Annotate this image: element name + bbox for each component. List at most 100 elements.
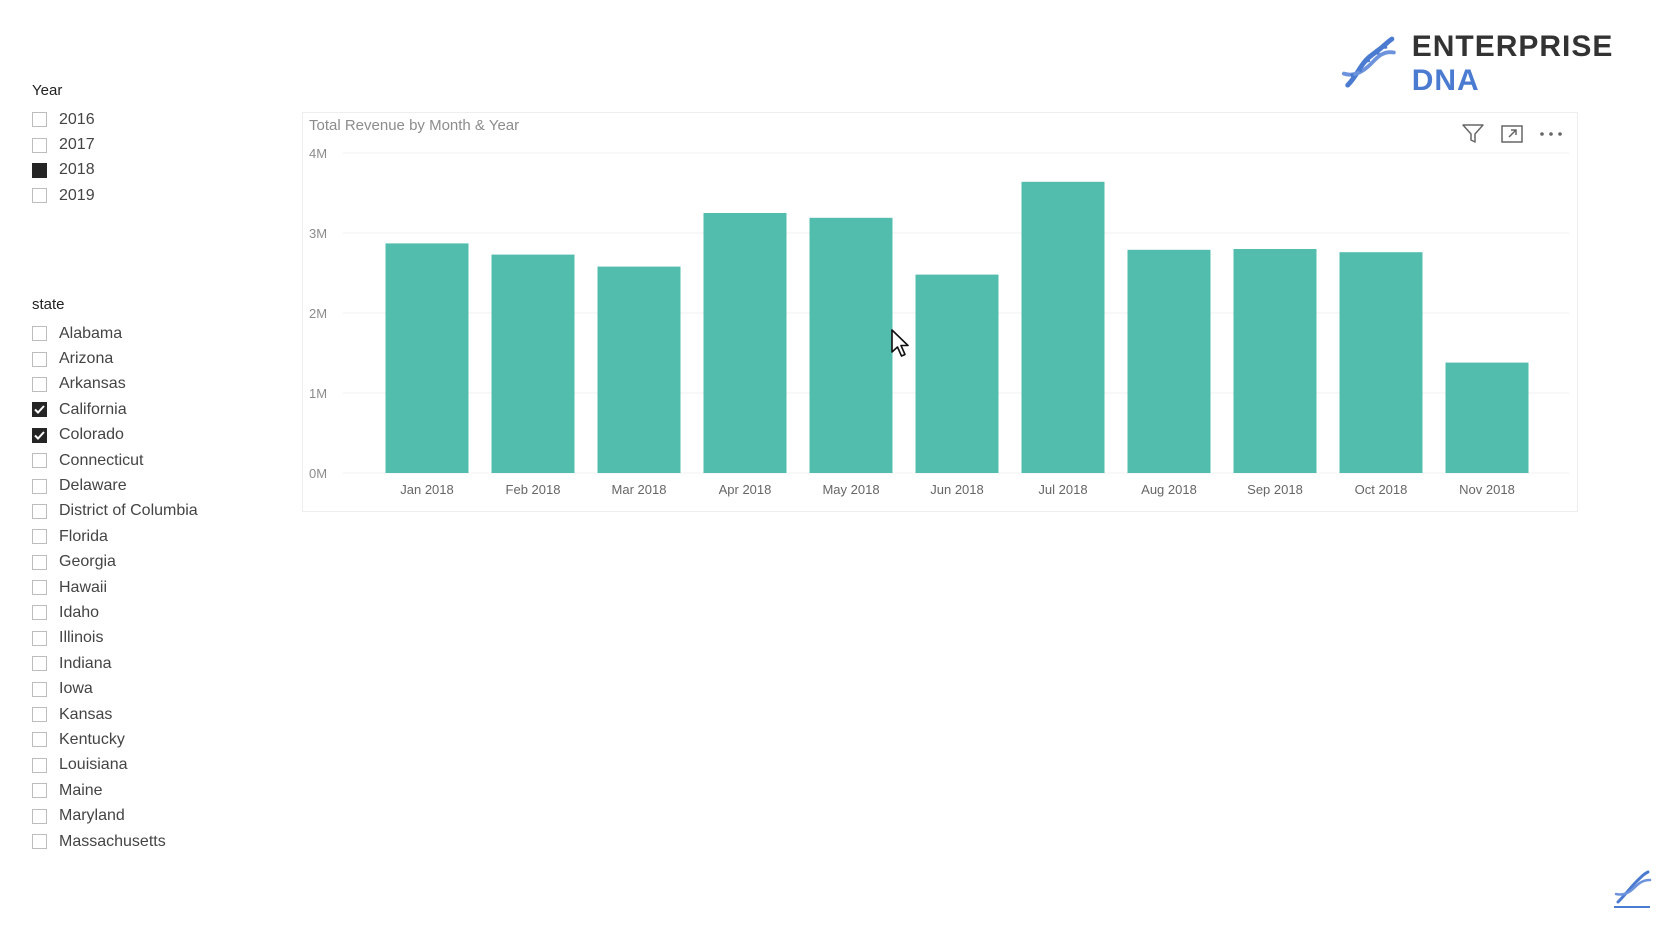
state-slicer-item-label: Connecticut xyxy=(59,451,144,469)
bar[interactable] xyxy=(915,274,999,473)
year-slicer-item-label: 2019 xyxy=(59,186,95,204)
logo-word-enterprise: ENTERPRISE xyxy=(1411,30,1614,63)
checkbox-icon[interactable] xyxy=(32,112,47,128)
x-tick-label: Mar 2018 xyxy=(612,482,667,497)
checkbox-icon[interactable] xyxy=(32,137,47,153)
filter-icon[interactable] xyxy=(1461,123,1485,145)
state-slicer-item[interactable]: Maine xyxy=(32,778,198,803)
state-slicer-item[interactable]: Kentucky xyxy=(32,727,198,752)
state-slicer-item[interactable]: Massachusetts xyxy=(32,829,198,854)
bar[interactable] xyxy=(491,254,575,473)
checkbox-icon[interactable] xyxy=(32,188,47,204)
bar[interactable] xyxy=(1445,362,1529,473)
year-slicer: Year 2016 2017 2018 2019 xyxy=(32,82,95,209)
state-slicer-item[interactable]: Colorado xyxy=(32,423,198,448)
bar[interactable] xyxy=(1339,252,1423,473)
year-slicer-item[interactable]: 2017 xyxy=(32,132,95,157)
checkbox-icon[interactable] xyxy=(32,351,47,367)
state-slicer-item[interactable]: Illinois xyxy=(32,626,198,651)
checkbox-icon[interactable] xyxy=(32,605,47,621)
state-slicer-item[interactable]: Delaware xyxy=(32,473,198,498)
state-slicer-item-label: Delaware xyxy=(59,477,127,495)
checkbox-icon[interactable] xyxy=(32,580,47,596)
year-slicer-item-label: 2018 xyxy=(59,161,95,179)
enterprise-dna-logo: ENTERPRISE DNA xyxy=(1340,30,1680,98)
state-slicer-item[interactable]: Iowa xyxy=(32,676,198,701)
y-tick-label: 3M xyxy=(309,226,327,241)
state-slicer-item[interactable]: Arizona xyxy=(32,346,198,371)
state-slicer-item[interactable]: Idaho xyxy=(32,600,198,625)
state-slicer-item[interactable]: Connecticut xyxy=(32,448,198,473)
state-slicer-item[interactable]: Alabama xyxy=(32,321,198,346)
y-tick-label: 2M xyxy=(309,306,327,321)
checkbox-selected-icon[interactable] xyxy=(32,162,47,178)
year-slicer-item-label: 2016 xyxy=(59,110,95,128)
checkbox-icon[interactable] xyxy=(32,681,47,697)
checkbox-icon[interactable] xyxy=(32,732,47,748)
checkbox-icon[interactable] xyxy=(32,554,47,570)
x-tick-label: Sep 2018 xyxy=(1247,482,1303,497)
year-slicer-item[interactable]: 2019 xyxy=(32,183,95,208)
subscribe-watermark[interactable] xyxy=(1610,870,1654,915)
checkbox-icon[interactable] xyxy=(32,707,47,723)
checkbox-icon[interactable] xyxy=(32,656,47,672)
bar[interactable] xyxy=(703,213,787,473)
state-slicer-item[interactable]: Indiana xyxy=(32,651,198,676)
state-slicer-item-label: Arizona xyxy=(59,350,114,368)
y-tick-label: 1M xyxy=(309,386,327,401)
state-slicer-item-label: Massachusetts xyxy=(59,832,166,850)
state-slicer-item-label: Iowa xyxy=(59,680,93,698)
bar[interactable] xyxy=(1127,249,1211,473)
bar[interactable] xyxy=(1233,249,1317,473)
state-slicer-item-label: Illinois xyxy=(59,629,104,647)
revenue-chart-visual[interactable]: Total Revenue by Month & Year 0M 1M 2M 3M 4M… xyxy=(302,112,1578,512)
x-tick-label: Oct 2018 xyxy=(1355,482,1408,497)
y-tick-label: 0M xyxy=(309,466,327,481)
state-slicer-item[interactable]: Louisiana xyxy=(32,753,198,778)
checkbox-checked-icon[interactable] xyxy=(32,402,47,418)
checkbox-icon[interactable] xyxy=(32,453,47,469)
checkbox-icon[interactable] xyxy=(32,630,47,646)
dna-subscribe-icon xyxy=(1614,870,1652,908)
state-slicer-item-label: Florida xyxy=(59,527,108,545)
logo-wordmark: ENTERPRISE DNA xyxy=(1412,30,1680,98)
checkbox-icon[interactable] xyxy=(32,757,47,773)
year-slicer-item[interactable]: 2016 xyxy=(32,107,95,132)
state-slicer-item[interactable]: District of Columbia xyxy=(32,499,198,524)
checkbox-icon[interactable] xyxy=(32,808,47,824)
state-slicer-item-label: Louisiana xyxy=(59,756,128,774)
chart-title: Total Revenue by Month & Year xyxy=(309,117,520,134)
checkbox-icon[interactable] xyxy=(32,376,47,392)
bar[interactable] xyxy=(597,266,681,473)
state-slicer-item[interactable]: Arkansas xyxy=(32,372,198,397)
x-tick-label: Nov 2018 xyxy=(1459,482,1515,497)
state-slicer-item-label: Kentucky xyxy=(59,730,125,748)
bar[interactable] xyxy=(385,243,469,473)
checkbox-icon[interactable] xyxy=(32,834,47,849)
state-slicer-item[interactable]: Hawaii xyxy=(32,575,198,600)
year-slicer-list: 2016 2017 2018 2019 xyxy=(32,107,95,209)
logo-word-dna: DNA xyxy=(1411,64,1480,97)
checkbox-icon[interactable] xyxy=(32,783,47,799)
more-options-icon[interactable] xyxy=(1539,130,1563,138)
x-tick-label: Jul 2018 xyxy=(1038,482,1087,497)
bar[interactable] xyxy=(809,217,893,473)
state-slicer-item[interactable]: Georgia xyxy=(32,550,198,575)
bar[interactable] xyxy=(1021,181,1105,474)
bar-chart-plot: 0M 1M 2M 3M 4M Jan 2018 Feb 2018 Mar 2018 Apr 20… xyxy=(309,146,1569,497)
y-tick-label: 4M xyxy=(309,146,327,161)
focus-mode-icon[interactable] xyxy=(1501,124,1523,144)
state-slicer-item[interactable]: California xyxy=(32,397,198,422)
state-slicer-item[interactable]: Florida xyxy=(32,524,198,549)
checkbox-icon[interactable] xyxy=(32,529,47,545)
checkbox-checked-icon[interactable] xyxy=(32,427,47,443)
state-slicer-title: state xyxy=(32,296,65,313)
state-slicer-item-label: Georgia xyxy=(59,553,116,571)
state-slicer-item[interactable]: Kansas xyxy=(32,702,198,727)
checkbox-icon[interactable] xyxy=(32,326,47,342)
checkbox-icon[interactable] xyxy=(32,478,47,494)
year-slicer-item[interactable]: 2018 xyxy=(32,158,95,183)
year-slicer-title: Year xyxy=(32,82,63,99)
checkbox-icon[interactable] xyxy=(32,503,47,519)
state-slicer-item[interactable]: Maryland xyxy=(32,803,198,828)
